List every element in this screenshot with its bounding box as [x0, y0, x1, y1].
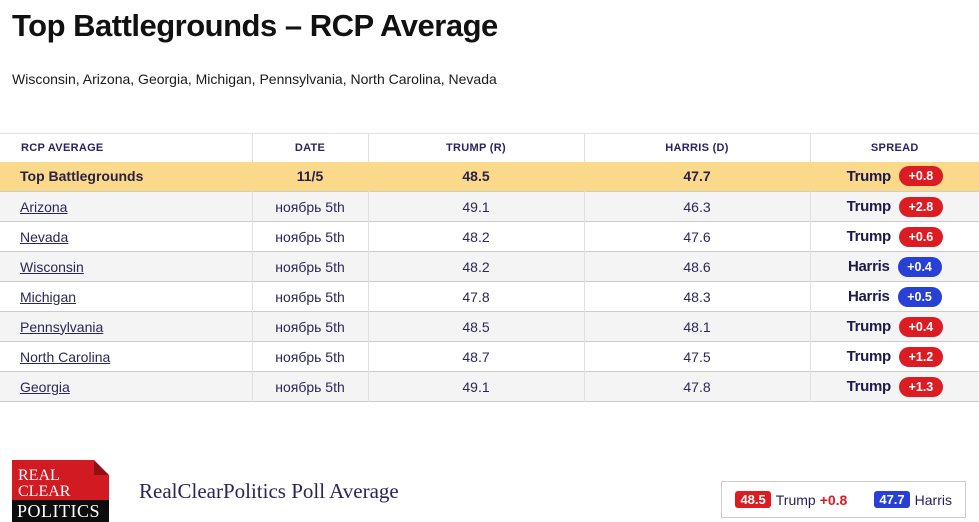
date-cell: 11/5 — [296, 168, 324, 185]
table-row: Wisconsin ноябрь 5th 48.2 48.6 Harris +0… — [0, 251, 979, 282]
state-link[interactable]: Pennsylvania — [20, 318, 104, 335]
column-header-rcp-average: RCP AVERAGE — [21, 141, 104, 154]
logo-fold-corner-icon — [94, 460, 109, 475]
state-cell: Georgia — [0, 372, 252, 402]
harris-value-cell: 47.5 — [583, 341, 810, 372]
harris-value-cell: 46.3 — [583, 191, 810, 222]
column-header-spread: SPREAD — [809, 133, 979, 162]
spread-margin-badge: +0.6 — [898, 226, 943, 247]
table-row: Michigan ноябрь 5th 47.8 48.3 Harris +0.… — [0, 281, 979, 312]
spread-cell: Harris +0.4 — [809, 251, 979, 282]
spread-cell: Trump +0.8 — [810, 162, 979, 192]
state-cell: Nevada — [0, 222, 252, 252]
state-cell: Michigan — [0, 282, 252, 312]
trump-value-cell: 48.2 — [367, 251, 584, 282]
date-cell: ноябрь 5th — [251, 371, 368, 402]
harris-value-cell: 48.1 — [583, 311, 810, 342]
trump-value-cell: 48.5 — [462, 168, 490, 185]
page-subtitle: Wisconsin, Arizona, Georgia, Michigan, P… — [12, 71, 497, 87]
spread-leader-label: Trump — [846, 198, 892, 215]
spread-leader-label: Trump — [846, 378, 892, 395]
table-header-row: RCP AVERAGE DATE TRUMP (R) HARRIS (D) SP… — [0, 133, 979, 162]
spread-leader-label: Trump — [846, 318, 892, 335]
rcp-logo: REAL CLEAR POLITICS — [12, 460, 109, 522]
date-cell: ноябрь 5th — [251, 221, 368, 252]
logo-line-real: REAL — [18, 467, 60, 484]
legend-harris-label: Harris — [914, 491, 952, 508]
state-link[interactable]: North Carolina — [20, 348, 111, 365]
date-cell: ноябрь 5th — [251, 311, 368, 342]
date-cell: ноябрь 5th — [251, 341, 368, 372]
table-row: North Carolina ноябрь 5th 48.7 47.5 Trum… — [0, 341, 979, 372]
legend-box: 48.5 Trump +0.8 47.7 Harris — [721, 481, 966, 518]
state-link[interactable]: Nevada — [20, 228, 69, 245]
trump-value-cell: 49.1 — [367, 191, 584, 222]
state-cell: Pennsylvania — [0, 312, 252, 342]
legend-trump-label: Trump — [775, 491, 816, 508]
footer-caption: RealClearPolitics Poll Average — [139, 478, 399, 503]
table-row: Arizona ноябрь 5th 49.1 46.3 Trump +2.8 — [0, 191, 979, 222]
state-link[interactable]: Wisconsin — [20, 258, 84, 275]
column-header-harris: HARRIS (D) — [583, 133, 810, 162]
state-cell: Top Battlegrounds — [0, 162, 252, 192]
state-cell: Wisconsin — [0, 252, 252, 282]
poll-average-table: RCP AVERAGE DATE TRUMP (R) HARRIS (D) SP… — [0, 133, 979, 402]
spread-margin-badge: +0.8 — [898, 166, 943, 187]
spread-margin-badge: +0.4 — [898, 316, 943, 337]
spread-leader-label: Trump — [846, 348, 892, 365]
state-cell: North Carolina — [0, 342, 252, 372]
spread-cell: Trump +1.2 — [809, 341, 979, 372]
table-row: Georgia ноябрь 5th 49.1 47.8 Trump +1.3 — [0, 371, 979, 402]
legend-harris-value-badge: 47.7 — [874, 491, 910, 508]
spread-cell: Trump +1.3 — [809, 371, 979, 402]
date-cell: ноябрь 5th — [251, 251, 368, 282]
spread-leader-label: Harris — [847, 258, 890, 275]
harris-value-cell: 47.8 — [583, 371, 810, 402]
spread-leader-label: Harris — [847, 288, 890, 305]
trump-value-cell: 48.7 — [367, 341, 584, 372]
trump-value-cell: 48.2 — [367, 221, 584, 252]
trump-value-cell: 48.5 — [367, 311, 584, 342]
page-title: Top Battlegrounds – RCP Average — [12, 8, 498, 43]
table-row: Pennsylvania ноябрь 5th 48.5 48.1 Trump … — [0, 311, 979, 342]
state-link[interactable]: Michigan — [20, 288, 77, 305]
spread-margin-badge: +0.5 — [897, 286, 942, 307]
spread-margin-badge: +1.3 — [898, 376, 943, 397]
state-link[interactable]: Arizona — [20, 198, 68, 215]
spread-cell: Trump +0.4 — [809, 311, 979, 342]
spread-leader-label: Trump — [846, 167, 892, 185]
date-cell: ноябрь 5th — [251, 281, 368, 312]
harris-value-cell: 47.6 — [583, 221, 810, 252]
state-link: Top Battlegrounds — [20, 167, 144, 184]
spread-margin-badge: +1.2 — [898, 346, 943, 367]
table-row: Top Battlegrounds 11/5 48.5 47.7 Trump +… — [0, 161, 979, 192]
state-link[interactable]: Georgia — [20, 378, 70, 395]
column-header-date: DATE — [251, 133, 368, 162]
legend-trump-value-badge: 48.5 — [735, 491, 771, 508]
trump-value-cell: 49.1 — [367, 371, 584, 402]
table-row: Nevada ноябрь 5th 48.2 47.6 Trump +0.6 — [0, 221, 979, 252]
trump-value-cell: 47.8 — [367, 281, 584, 312]
logo-line-clear: CLEAR — [18, 482, 71, 500]
spread-cell: Trump +0.6 — [809, 221, 979, 252]
spread-margin-badge: +2.8 — [898, 196, 943, 217]
harris-value-cell: 48.6 — [583, 251, 810, 282]
logo-line-politics: POLITICS — [12, 500, 109, 522]
footer: REAL CLEAR POLITICS RealClearPolitics Po… — [0, 460, 979, 522]
legend-trump-margin: +0.8 — [819, 491, 848, 508]
spread-leader-label: Trump — [846, 228, 892, 245]
harris-value-cell: 47.7 — [683, 168, 711, 185]
spread-cell: Harris +0.5 — [809, 281, 979, 312]
spread-cell: Trump +2.8 — [809, 191, 979, 222]
harris-value-cell: 48.3 — [583, 281, 810, 312]
date-cell: ноябрь 5th — [251, 191, 368, 222]
state-cell: Arizona — [0, 192, 252, 222]
spread-margin-badge: +0.4 — [897, 256, 942, 277]
column-header-trump: TRUMP (R) — [367, 133, 584, 162]
